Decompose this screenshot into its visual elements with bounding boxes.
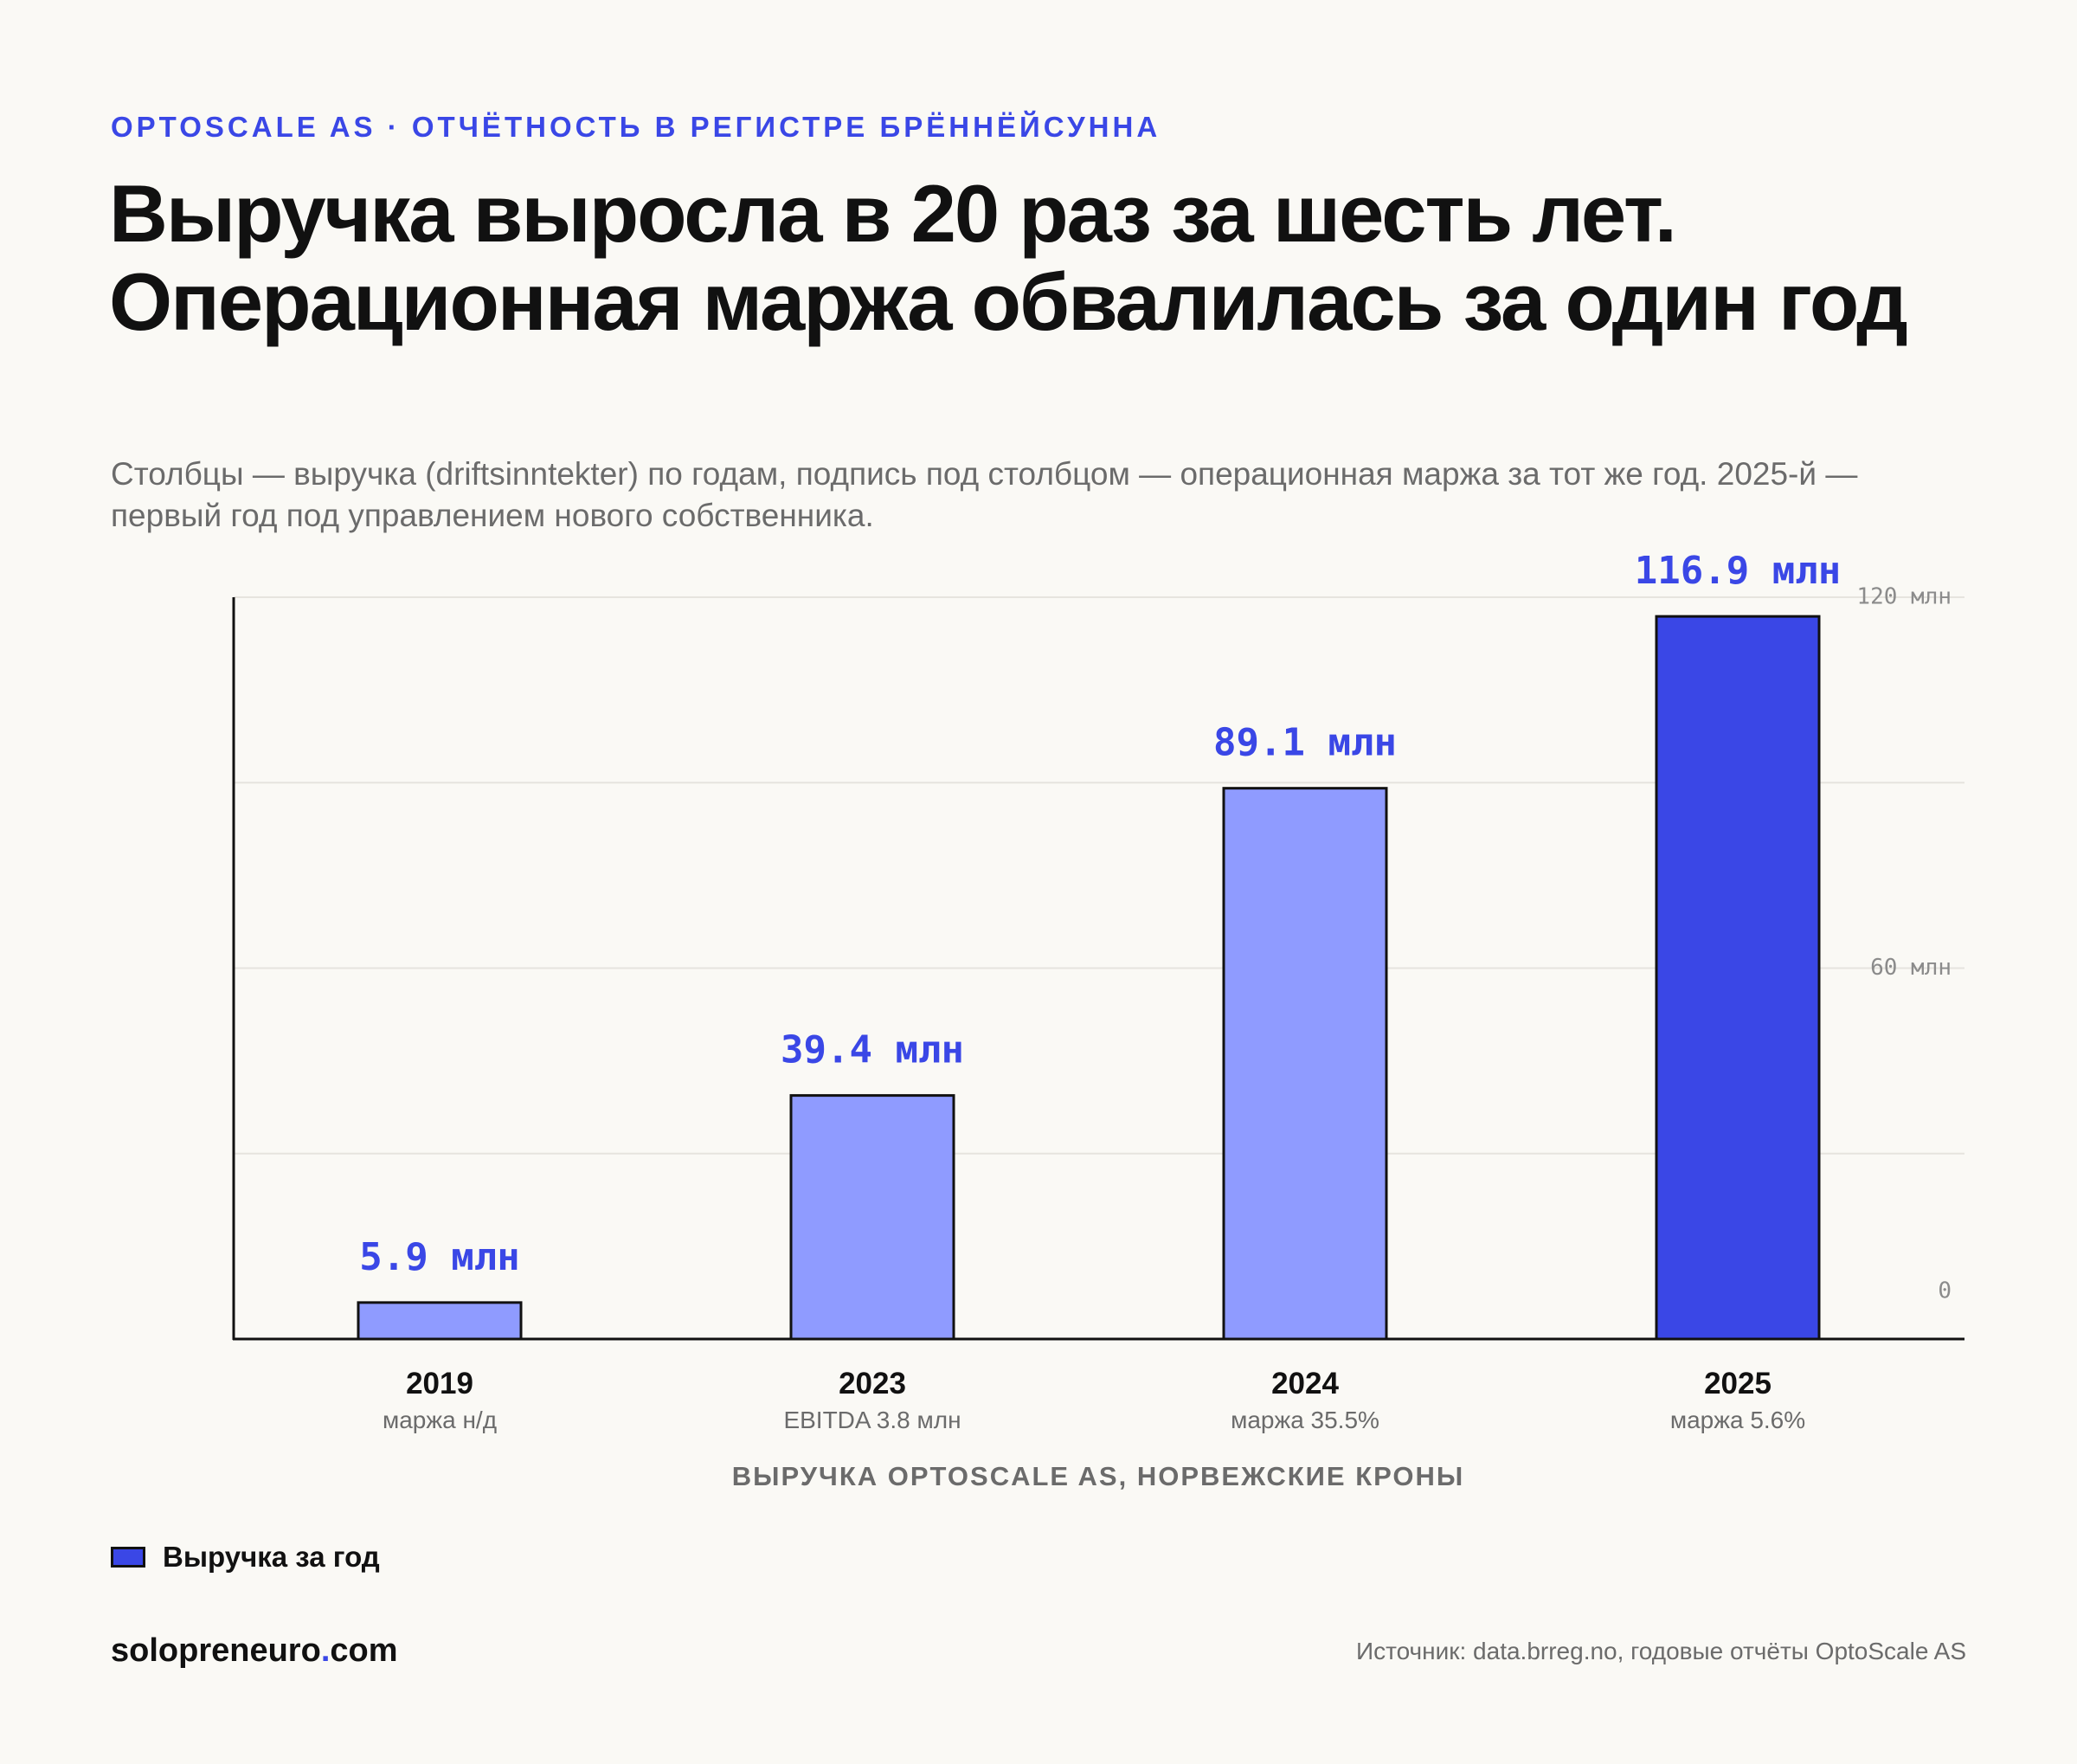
x-tick-label: 2024 (1271, 1367, 1339, 1400)
bar-2025 (1655, 615, 1821, 1341)
brand-tld: com (330, 1632, 398, 1669)
x-axis-title: ВЫРУЧКА OPTOSCALE AS, НОРВЕЖСКИЕ КРОНЫ (731, 1461, 1465, 1491)
bars (357, 615, 1821, 1341)
brand-logo[interactable]: solopreneuro.com (111, 1632, 398, 1670)
axes: 0 60 млн 120 млн (232, 584, 1964, 1341)
bar-2023 (789, 1094, 955, 1341)
brand-dot: . (320, 1632, 331, 1669)
y-tick-label: 120 млн (1856, 584, 1952, 610)
value-label: 5.9 млн (359, 1235, 519, 1279)
value-label: 116.9 млн (1635, 549, 1841, 593)
y-tick-label: 0 (1938, 1278, 1952, 1304)
x-tick-label: 2025 (1704, 1367, 1772, 1400)
value-label: 39.4 млн (781, 1028, 964, 1072)
eyebrow-label: OPTOSCALE AS · ОТЧЁТНОСТЬ В РЕГИСТРЕ БРЁ… (111, 111, 1161, 143)
x-tick-label: 2023 (839, 1367, 906, 1400)
margin-label: EBITDA 3.8 млн (783, 1407, 961, 1433)
margin-label: маржа н/д (383, 1407, 497, 1433)
bar-2024 (1222, 787, 1388, 1341)
x-tick-label: 2019 (406, 1367, 473, 1400)
bar-labels: 5.9 млн 2019 маржа н/д 39.4 млн 2023 EBITDA 3… (359, 549, 1841, 1433)
chart-subtitle: Столбцы — выручка (driftsinntekter) по г… (111, 456, 1858, 533)
source-note: Источник: data.brreg.no, годовые отчёты … (1355, 1638, 1966, 1664)
value-label: 89.1 млн (1213, 721, 1397, 765)
brand-name: solopreneuro (111, 1632, 321, 1669)
chart-title: Выручка выросла в 20 раз за шесть лет. О… (109, 168, 1908, 347)
legend-swatch (111, 1547, 145, 1568)
legend: Выручка за год (111, 1541, 380, 1574)
bar-2019 (357, 1301, 523, 1341)
legend-label: Выручка за год (163, 1541, 380, 1573)
margin-label: маржа 35.5% (1231, 1407, 1379, 1433)
margin-label: маржа 5.6% (1670, 1407, 1805, 1433)
y-tick-label: 60 млн (1870, 955, 1952, 981)
